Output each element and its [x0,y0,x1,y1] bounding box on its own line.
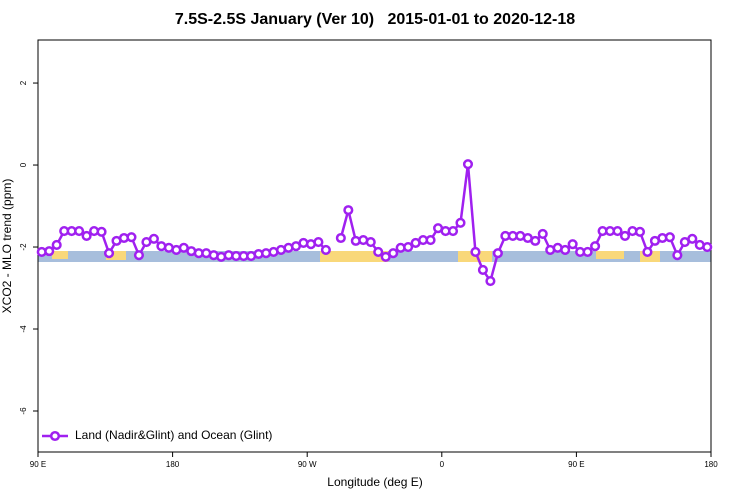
x-axis-label: Longitude (deg E) [327,475,422,489]
x-tick-label: 180 [166,460,180,469]
chart-title: 7.5S-2.5S January (Ver 10) 2015-01-01 to… [175,11,575,28]
y-axis-label: XCO2 - MLO trend (ppm) [0,179,14,314]
data-point [485,276,496,287]
data-point [44,246,55,257]
x-tick-label: 180 [704,460,718,469]
data-point [492,248,503,259]
data-point [126,232,137,243]
data-point [51,239,62,251]
data-point [133,250,144,261]
data-point [380,251,391,262]
data-point [455,217,466,228]
x-tick-label: 90 E [568,460,584,469]
data-point [672,250,683,261]
y-tick-label: -2 [19,243,28,251]
data-point [103,248,115,259]
x-tick-label: 90 E [30,460,46,469]
data-point [447,225,459,237]
data-point [619,230,631,242]
y-tick-label: -4 [19,325,28,333]
data-point [373,246,384,257]
x-tick-label: 90 W [298,460,317,469]
data-point [530,235,541,246]
data-point [388,248,399,259]
land-patch [596,251,624,259]
data-point [403,241,414,253]
land-patch [320,251,388,262]
data-point [343,205,354,216]
data-point [477,264,488,276]
legend-marker [49,430,61,442]
data-point [470,246,481,257]
data-point [582,246,593,257]
data-point [702,241,713,253]
data-point [313,237,324,248]
data-point [425,235,436,246]
data-point [560,244,571,255]
data-point [612,225,623,237]
y-tick-label: -6 [19,407,28,415]
data-point [335,232,346,244]
data-point [642,246,653,257]
land-patch [640,251,660,262]
x-tick-label: 0 [440,460,445,469]
data-point [687,233,698,244]
legend-label: Land (Nadir&Glint) and Ocean (Glint) [75,428,272,442]
data-point [96,226,107,237]
data-point [634,226,646,237]
data-point [320,244,331,255]
data-point [81,230,92,242]
data-point [567,239,578,250]
data-point [590,241,601,252]
data-point [148,233,159,244]
data-point [365,237,376,248]
series-line [41,164,708,285]
land-patch [52,251,68,259]
land-patch [106,251,126,260]
data-point [462,159,474,170]
data-point [537,228,548,239]
y-tick-label: 2 [19,80,28,85]
y-tick-label: 0 [19,162,28,167]
data-point [74,225,85,237]
data-point [664,232,675,243]
